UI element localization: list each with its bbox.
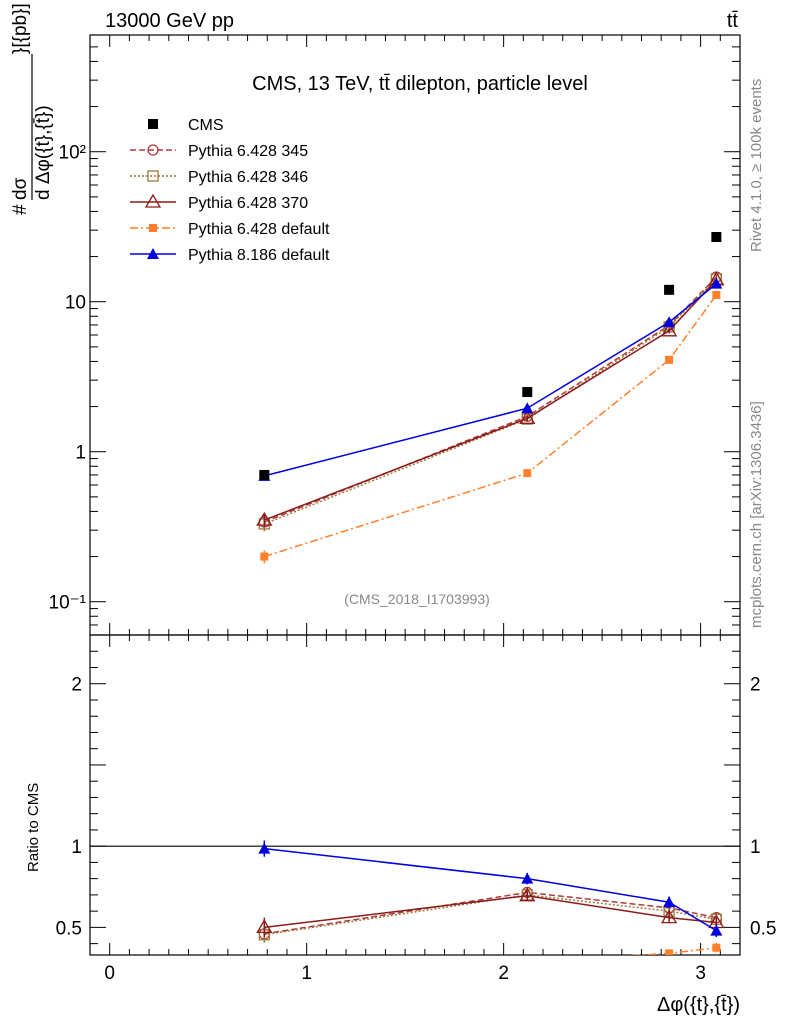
legend-label-0: CMS <box>188 117 224 134</box>
legend-marker-4 <box>149 224 157 232</box>
ratio-series-3-line <box>264 894 717 929</box>
legend-marker-2 <box>147 170 159 182</box>
x-tick-label-3: 3 <box>695 963 706 984</box>
y-tick-label-ratio-right-2: 2 <box>750 675 761 696</box>
legend: CMS Pythia 6.428 345 Pythia 6.428 346 Py… <box>130 117 330 264</box>
x-tick-label-0: 0 <box>104 963 115 984</box>
y-tick-label-ratio-0: 0.5 <box>56 918 82 939</box>
series-0-point <box>711 232 722 243</box>
x-axis-label: Δφ({t},{t̄}) <box>657 994 740 1016</box>
legend-marker-0 <box>148 119 158 129</box>
header-left: 13000 GeV pp <box>105 10 234 32</box>
y-axis-label-main: # dσ d Δφ({t},{t̄}) }[{pb}] <box>10 3 54 215</box>
series-1-line <box>264 276 717 523</box>
header-right: tt̄ <box>727 10 739 32</box>
ratio-series-2-line <box>264 894 717 936</box>
ratio-series-4-point <box>523 957 531 965</box>
x-tick-label-2: 2 <box>498 963 509 984</box>
series-0-point <box>522 387 533 398</box>
ylabel-prefix: # <box>10 204 31 215</box>
y-tick-label-ratio-1: 1 <box>71 837 82 858</box>
legend-label-1: Pythia 6.428 345 <box>188 143 308 160</box>
series-2-line <box>264 278 717 525</box>
y-tick-label-ratio-right-0: 0.5 <box>750 918 776 939</box>
series-4-point <box>712 290 721 299</box>
ratio-series-5-point <box>710 924 723 936</box>
y-tick-label-main-3: 10² <box>59 143 86 164</box>
mcplots-label: mcplots.cern.ch [arXiv:1306.3436] <box>748 401 765 628</box>
series-0-point <box>259 469 270 480</box>
y-tick-label-main-2: 10 <box>65 293 86 314</box>
legend-marker-1 <box>147 144 159 156</box>
ratio-series-3-point <box>519 887 536 902</box>
ratio-series-5-point <box>521 872 534 884</box>
ratio-series-3-point <box>256 919 273 934</box>
series-4-point <box>260 552 269 561</box>
rivet-label: Rivet 4.1.0, ≥ 100k events <box>748 79 765 252</box>
ratio-series-4-point <box>712 943 721 952</box>
y-tick-label-main-0: 10⁻¹ <box>49 593 87 614</box>
ratio-series-3-point <box>660 909 678 924</box>
ylabel-denominator: d Δφ({t},{t̄}) <box>33 105 54 200</box>
ratio-series-5-line <box>264 847 717 932</box>
y-axis-label-ratio: Ratio to CMS <box>25 783 42 872</box>
main-plot-series <box>256 232 725 564</box>
series-0-point <box>664 284 675 295</box>
ratio-series-5-point <box>258 842 271 854</box>
ylabel-suffix: }[{pb}] <box>10 3 31 54</box>
y-tick-label-main-1: 1 <box>75 443 86 464</box>
legend-label-4: Pythia 6.428 default <box>188 221 330 238</box>
ratio-series-1-line <box>264 891 717 935</box>
ratio-series-4-point <box>665 949 674 955</box>
ratio-series-4-line <box>627 946 717 955</box>
y-tick-label-ratio-2: 2 <box>71 675 82 696</box>
series-5-line <box>264 283 717 477</box>
series-5-point <box>663 316 676 328</box>
series-5-point <box>710 277 723 289</box>
y-tick-label-ratio-right-1: 1 <box>750 837 761 858</box>
series-3-point <box>660 322 678 337</box>
legend-label-3: Pythia 6.428 370 <box>188 195 308 212</box>
legend-label-5: Pythia 8.186 default <box>188 247 330 264</box>
series-4-point <box>665 355 674 364</box>
series-4-point <box>523 469 532 478</box>
series-5-point <box>521 402 534 414</box>
analysis-watermark: (CMS_2018_I1703993) <box>344 591 490 607</box>
series-3-line <box>264 279 717 521</box>
legend-label-2: Pythia 6.428 346 <box>188 169 308 186</box>
series-4-line <box>264 294 717 558</box>
ratio-plot-frame <box>89 634 741 956</box>
x-tick-label-1: 1 <box>301 963 312 984</box>
ratio-series-5-point <box>663 896 676 908</box>
chart-title: CMS, 13 TeV, tt̄ dilepton, particle leve… <box>252 73 588 95</box>
legend-marker-5 <box>147 248 159 259</box>
ratio-plot-series <box>256 840 725 970</box>
series-3-point <box>519 410 536 424</box>
ylabel-numerator: dσ <box>10 177 31 200</box>
series-3-point <box>256 511 273 526</box>
legend-marker-3 <box>144 193 162 208</box>
ratio-series-4-point <box>260 962 268 970</box>
